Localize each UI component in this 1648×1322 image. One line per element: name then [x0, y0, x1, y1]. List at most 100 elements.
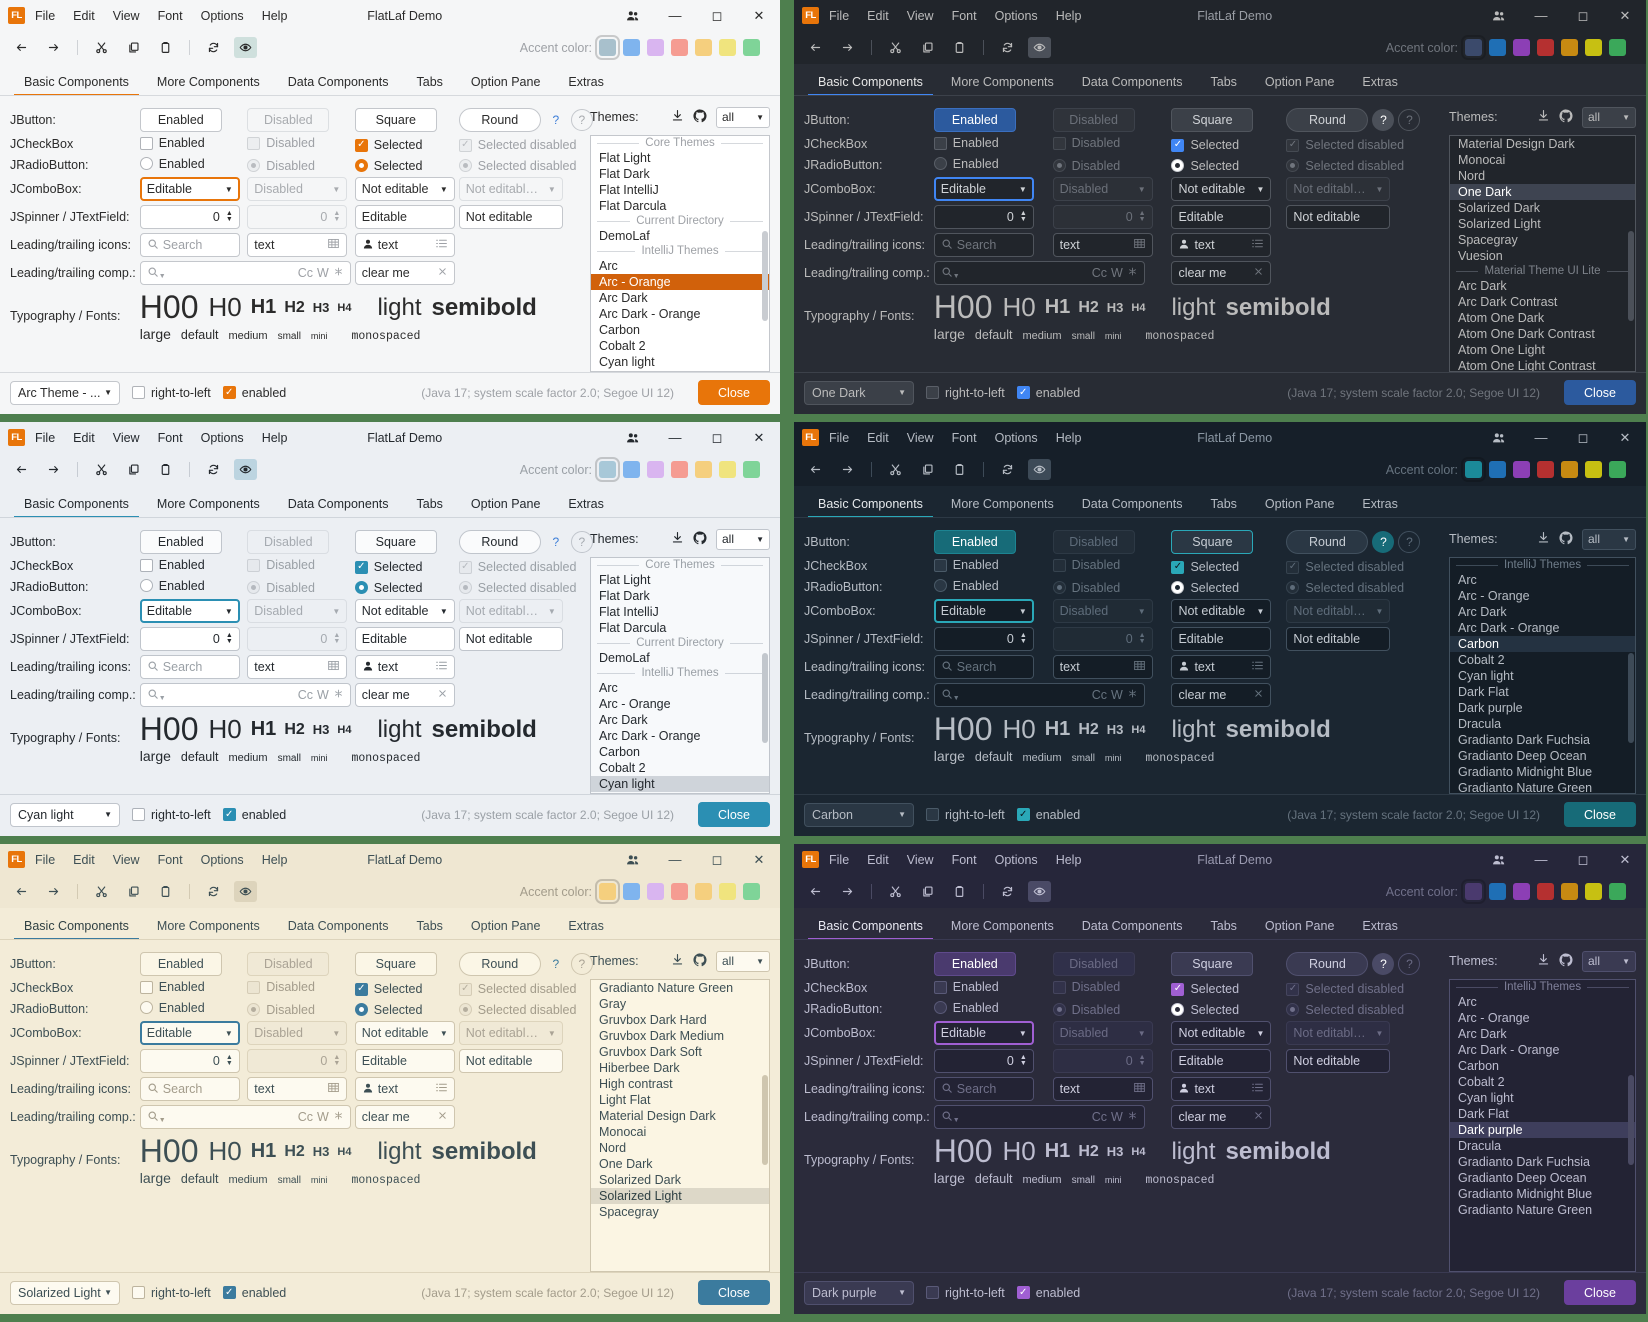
help-button-secondary[interactable]: ? — [570, 953, 593, 975]
help-button-primary[interactable]: ? — [552, 535, 560, 549]
text-with-grid-icon[interactable]: text — [247, 233, 348, 257]
radio-circle[interactable] — [354, 1003, 368, 1016]
back-arrow-icon[interactable] — [10, 459, 33, 480]
help-button-secondary[interactable]: ? — [1398, 109, 1421, 131]
enabled-checkbox[interactable]: ✓ enabled — [222, 808, 286, 822]
themes-scrollbar[interactable] — [762, 1075, 768, 1165]
radio-circle[interactable] — [139, 157, 153, 170]
people-icon[interactable] — [612, 0, 654, 31]
tab-tabs[interactable]: Tabs — [1210, 497, 1237, 511]
grid-icon[interactable] — [327, 1081, 340, 1097]
theme-list-item[interactable]: Dracula — [1458, 1139, 1502, 1153]
tab-extras[interactable]: Extras — [568, 75, 604, 89]
jbutton-round[interactable]: Round — [1286, 530, 1369, 554]
tab-extras[interactable]: Extras — [568, 919, 604, 933]
menu-help[interactable]: Help — [1055, 852, 1082, 867]
theme-list-item[interactable]: Arc — [1458, 995, 1477, 1009]
checkbox-selected[interactable]: ✓ Selected — [1171, 138, 1239, 152]
match-case-button[interactable]: Cc — [297, 1110, 313, 1124]
theme-list-item[interactable]: Dark Flat — [591, 792, 769, 793]
enabled-checkbox[interactable]: ✓ enabled — [1016, 808, 1080, 822]
tab-tabs[interactable]: Tabs — [1210, 75, 1237, 89]
theme-list-item[interactable]: Hiberbee Dark — [599, 1061, 680, 1075]
close-window-button[interactable]: ✕ — [1619, 7, 1631, 23]
theme-list-item[interactable]: Flat Dark — [599, 167, 650, 181]
tab-more-components[interactable]: More Components — [156, 75, 260, 89]
forward-arrow-icon[interactable] — [42, 459, 65, 480]
checkbox-box[interactable]: ✓ — [354, 560, 368, 574]
tab-data-components[interactable]: Data Components — [1081, 919, 1183, 933]
textfield-editable[interactable]: Editable — [354, 1049, 455, 1073]
theme-list-item[interactable]: Dark purple — [1458, 701, 1523, 715]
theme-list-item[interactable]: Monocai — [1458, 153, 1506, 167]
people-icon[interactable] — [612, 844, 654, 875]
checkbox-selected[interactable]: ✓ Selected — [354, 560, 422, 574]
combobox-not-editable[interactable]: Not editable ▼ — [1171, 177, 1272, 201]
jbutton-square[interactable]: Square — [354, 108, 437, 132]
theme-list-item[interactable]: Atom One Dark Contrast — [1458, 327, 1595, 341]
combobox-editable[interactable]: Editable ▼ — [933, 1021, 1034, 1045]
theme-list-item[interactable]: One Dark — [1450, 184, 1635, 200]
text-with-person-icon[interactable]: text — [1171, 655, 1272, 679]
checkbox-enabled[interactable]: Enabled — [933, 980, 999, 994]
themes-scrollbar[interactable] — [1628, 1075, 1634, 1165]
menu-options[interactable]: Options — [200, 8, 244, 23]
list-icon[interactable] — [435, 1081, 448, 1097]
maximize-button[interactable]: ◻ — [1577, 7, 1589, 23]
tab-option-pane[interactable]: Option Pane — [470, 75, 541, 89]
minimize-button[interactable]: — — [668, 430, 682, 445]
theme-list-item[interactable]: Monocai — [599, 1125, 647, 1139]
theme-list-item[interactable]: Solarized Light — [1458, 217, 1541, 231]
menu-view[interactable]: View — [112, 852, 140, 867]
github-icon[interactable] — [693, 108, 707, 126]
eye-icon[interactable] — [1028, 37, 1051, 58]
close-window-button[interactable]: ✕ — [753, 851, 765, 867]
search-icon[interactable]: ▼ — [941, 688, 960, 703]
help-button-primary[interactable]: ? — [552, 113, 560, 127]
radio-circle[interactable] — [1171, 581, 1185, 594]
regex-icon[interactable] — [333, 1110, 344, 1124]
accent-swatch-1[interactable] — [623, 39, 640, 56]
menu-file[interactable]: File — [829, 8, 850, 23]
github-icon[interactable] — [693, 530, 707, 548]
theme-list-item[interactable]: Arc Dark — [1458, 1027, 1507, 1041]
chevron-down-icon[interactable]: ▼ — [439, 606, 448, 616]
theme-list-item[interactable]: Cyan light — [591, 776, 769, 792]
chevron-down-icon[interactable]: ▼ — [898, 810, 906, 819]
theme-list-item[interactable]: Flat IntelliJ — [599, 183, 659, 197]
textfield-editable[interactable]: Editable — [1171, 1049, 1272, 1073]
jbutton-enabled[interactable]: Enabled — [139, 952, 222, 976]
chevron-down-icon[interactable]: ▼ — [1622, 534, 1630, 544]
radio-selected[interactable]: Selected — [1171, 581, 1239, 595]
combobox-not-editable[interactable]: Not editable ▼ — [1171, 599, 1272, 623]
theme-list-item[interactable]: Arc — [599, 681, 618, 695]
clear-me-field[interactable]: clear me — [1171, 261, 1272, 285]
theme-list-item[interactable]: Dark Flat — [1458, 685, 1509, 699]
theme-list-item[interactable]: Solarized Dark — [599, 1173, 681, 1187]
tab-extras[interactable]: Extras — [1362, 919, 1398, 933]
enabled-checkbox[interactable]: ✓ enabled — [1016, 386, 1080, 400]
close-button[interactable]: Close — [1564, 1280, 1636, 1305]
checkbox-box[interactable] — [933, 980, 947, 994]
theme-list-item[interactable]: Arc Dark — [1458, 605, 1507, 619]
radio-enabled[interactable]: Enabled — [933, 579, 999, 593]
theme-list-item[interactable]: Carbon — [1458, 1059, 1499, 1073]
minimize-button[interactable]: — — [668, 852, 682, 867]
checkbox-enabled[interactable]: Enabled — [933, 136, 999, 150]
cut-icon[interactable] — [884, 459, 907, 480]
text-with-grid-icon[interactable]: text — [247, 655, 348, 679]
close-icon[interactable] — [1253, 1110, 1264, 1124]
theme-list-item[interactable]: Cobalt 2 — [599, 339, 646, 353]
search-icon[interactable]: ▼ — [147, 266, 166, 281]
current-theme-select[interactable]: One Dark ▼ — [804, 380, 914, 405]
tab-option-pane[interactable]: Option Pane — [1264, 75, 1335, 89]
theme-list-item[interactable]: Gradianto Midnight Blue — [1458, 1187, 1593, 1201]
accent-swatch-1[interactable] — [1489, 461, 1506, 478]
themes-list[interactable]: IntelliJ Themes Arc Arc - Orange Arc Dark Ar… — [1449, 979, 1636, 1272]
theme-list-item[interactable]: Arc - Orange — [599, 697, 671, 711]
theme-list-item[interactable]: DemoLaf — [599, 229, 650, 243]
spinner-arrows-icon[interactable]: ▲ ▼ — [225, 210, 233, 223]
search-combo-field[interactable]: ▼ Cc W — [139, 1105, 351, 1129]
radio-circle[interactable] — [933, 579, 947, 592]
chevron-down-icon[interactable]: ▼ — [898, 1288, 906, 1297]
